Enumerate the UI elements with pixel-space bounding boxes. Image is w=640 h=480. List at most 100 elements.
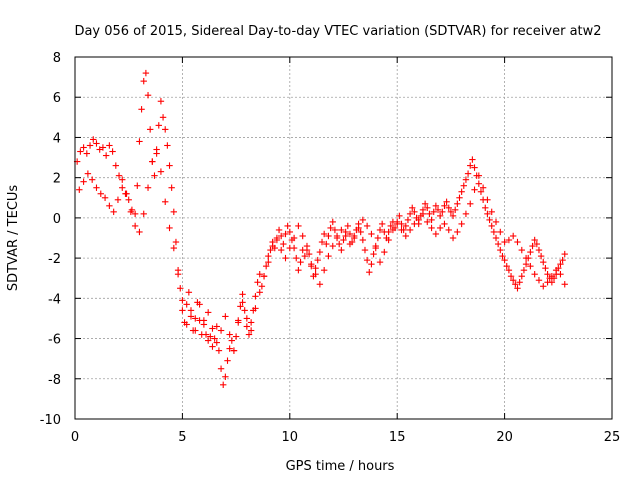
y-tick-label: -4 <box>48 292 61 307</box>
data-point <box>449 234 457 242</box>
data-point <box>295 222 302 230</box>
data-point <box>374 234 382 242</box>
data-point <box>475 180 483 187</box>
data-point <box>346 240 354 248</box>
data-point <box>385 236 392 244</box>
data-point <box>469 156 476 163</box>
data-point <box>464 170 472 177</box>
data-point <box>282 254 289 262</box>
data-point <box>467 162 474 169</box>
data-point <box>436 212 444 220</box>
data-point <box>428 224 435 232</box>
data-point <box>518 273 525 280</box>
data-point <box>209 343 216 350</box>
data-point <box>509 232 517 240</box>
data-point <box>265 252 272 260</box>
data-point <box>357 228 364 236</box>
data-point <box>299 232 306 240</box>
data-point <box>220 381 227 389</box>
data-point <box>293 254 300 262</box>
data-point <box>514 285 521 292</box>
x-tick-label: 20 <box>496 430 513 445</box>
data-point <box>363 256 371 264</box>
x-tick-label: 5 <box>178 430 186 445</box>
data-point <box>430 208 437 216</box>
data-point <box>497 228 504 236</box>
data-point <box>497 246 504 254</box>
data-point <box>454 228 461 236</box>
data-point <box>168 184 175 191</box>
data-point <box>342 232 349 240</box>
data-point <box>520 266 528 274</box>
data-point <box>432 202 440 210</box>
data-point <box>80 144 87 151</box>
data-point <box>258 283 266 290</box>
data-point <box>402 222 409 230</box>
data-point <box>445 226 452 234</box>
data-point <box>505 236 513 244</box>
data-point <box>426 210 433 218</box>
data-point <box>228 337 236 344</box>
data-point <box>467 200 474 208</box>
axis-ticks: 0 5 10 15 20 25 -10 -8 -6 -4 -2 0 2 4 6 8 <box>40 51 621 445</box>
data-point <box>303 246 311 254</box>
data-point <box>114 196 122 203</box>
data-point <box>166 224 173 232</box>
y-tick-label: 8 <box>53 51 61 66</box>
data-point <box>512 281 519 288</box>
data-point <box>187 313 195 320</box>
data-point <box>436 224 444 232</box>
data-point <box>267 246 274 254</box>
data-point <box>537 252 545 260</box>
data-point <box>451 206 459 214</box>
data-point <box>93 140 100 147</box>
data-point <box>432 230 440 238</box>
data-point <box>329 218 336 226</box>
data-point <box>316 248 324 256</box>
data-point <box>522 254 530 262</box>
data-point <box>93 184 100 191</box>
data-point <box>125 196 132 203</box>
data-point <box>471 164 478 171</box>
data-point <box>552 266 560 274</box>
data-point <box>245 331 253 338</box>
data-point <box>157 168 165 175</box>
data-point <box>535 246 543 254</box>
data-point <box>351 234 358 242</box>
data-point <box>540 283 547 290</box>
data-point <box>110 208 117 216</box>
data-point <box>237 303 244 310</box>
data-point <box>527 262 534 270</box>
data-point <box>134 182 141 189</box>
data-point <box>445 204 452 212</box>
data-point <box>363 222 371 230</box>
y-tick-label: -8 <box>48 373 61 388</box>
data-point <box>213 339 220 346</box>
data-point <box>505 266 513 274</box>
data-point <box>144 92 152 99</box>
data-point <box>329 242 336 250</box>
data-point <box>80 178 87 185</box>
data-point <box>115 172 123 179</box>
y-tick-label: -10 <box>40 413 61 428</box>
data-point <box>456 194 463 201</box>
data-point <box>484 210 491 218</box>
data-point <box>424 204 431 212</box>
data-point <box>217 327 225 334</box>
grid <box>75 57 612 419</box>
data-point <box>320 266 328 274</box>
data-point <box>308 260 315 268</box>
data-point <box>217 365 225 372</box>
data-point <box>290 234 298 242</box>
data-point <box>540 258 547 266</box>
data-point <box>295 266 302 274</box>
data-point <box>325 252 332 260</box>
data-point <box>327 224 334 232</box>
data-point <box>338 226 345 234</box>
data-point <box>424 218 431 226</box>
data-point <box>460 182 467 189</box>
data-point <box>278 232 285 240</box>
data-point <box>488 222 495 230</box>
data-point <box>368 260 375 268</box>
data-point <box>516 279 523 286</box>
